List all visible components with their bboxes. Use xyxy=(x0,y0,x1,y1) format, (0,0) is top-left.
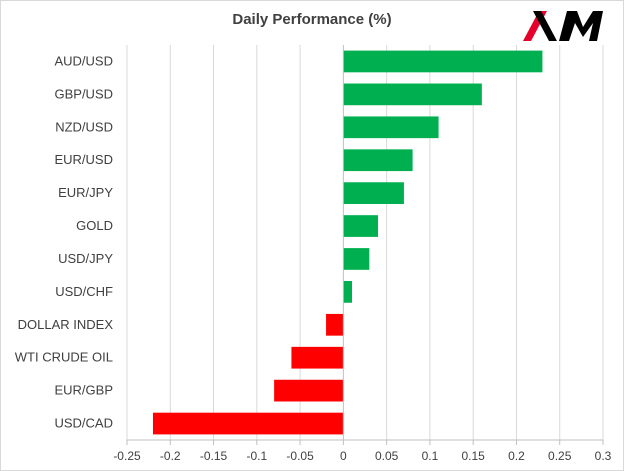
bar xyxy=(343,281,353,303)
x-tick-label: -0.05 xyxy=(286,449,314,463)
bar xyxy=(343,149,413,172)
bars xyxy=(152,50,543,435)
x-tick-label: -0.15 xyxy=(200,449,228,463)
x-tick-label: 0.25 xyxy=(548,449,572,463)
category-label: GBP/USD xyxy=(54,86,113,101)
category-label: USD/CAD xyxy=(54,416,113,431)
bar xyxy=(343,50,543,73)
x-tick-label: -0.1 xyxy=(246,449,267,463)
x-tick-labels: -0.25 -0.2 -0.15 -0.1 -0.05 0 0.05 0.1 0.15 0.2 0.… xyxy=(113,449,611,463)
gridlines xyxy=(126,45,604,440)
category-label: EUR/USD xyxy=(54,152,113,167)
axis xyxy=(126,45,604,445)
bar xyxy=(343,215,378,237)
bar xyxy=(326,313,344,336)
x-tick-label: 0.1 xyxy=(422,449,439,463)
x-tick-label: -0.2 xyxy=(160,449,181,463)
category-label: EUR/JPY xyxy=(58,185,113,200)
category-label: EUR/GBP xyxy=(54,383,113,398)
bar xyxy=(343,116,439,139)
x-tick-label: 0.2 xyxy=(508,449,525,463)
category-label: USD/CHF xyxy=(55,284,113,299)
chart-title: Daily Performance (%) xyxy=(232,11,392,28)
bar xyxy=(343,248,370,270)
category-label: GOLD xyxy=(76,218,113,233)
xm-logo-mark xyxy=(523,11,603,41)
bar xyxy=(152,412,344,435)
x-tick-label: 0 xyxy=(340,449,347,463)
x-tick-label: 0.3 xyxy=(595,449,612,463)
category-labels: AUD/USD GBP/USD NZD/USD EUR/USD EUR/JPY GOLD U… xyxy=(15,53,114,430)
x-tick-label: 0.05 xyxy=(375,449,399,463)
xm-logo xyxy=(523,11,603,41)
x-tick-label: 0.15 xyxy=(462,449,486,463)
bar xyxy=(343,83,482,106)
bar xyxy=(274,379,344,402)
category-label: AUD/USD xyxy=(54,53,113,68)
category-label: USD/JPY xyxy=(58,251,113,266)
category-label: WTI CRUDE OIL xyxy=(15,350,113,365)
bar xyxy=(343,182,404,204)
category-label: DOLLAR INDEX xyxy=(18,317,114,332)
x-tick-label: -0.25 xyxy=(113,449,141,463)
bar xyxy=(291,346,344,369)
category-label: NZD/USD xyxy=(55,119,113,134)
